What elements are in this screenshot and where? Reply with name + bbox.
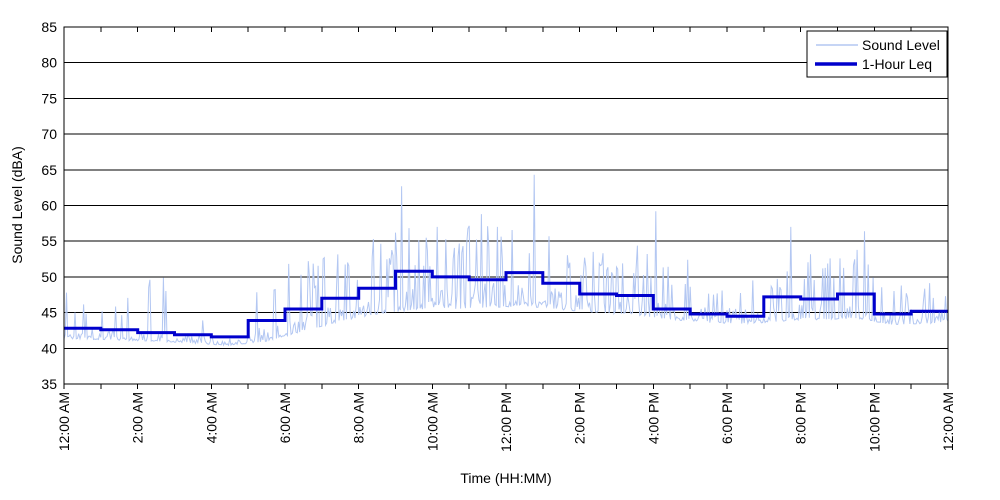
x-tick-label: 10:00 AM	[424, 392, 440, 451]
y-tick-label: 80	[41, 55, 57, 71]
leq-series	[64, 269, 948, 339]
x-tick-label: 10:00 PM	[866, 392, 882, 452]
x-tick-label: 4:00 PM	[645, 392, 661, 444]
axis-ticks	[63, 27, 949, 389]
x-tick-label: 4:00 AM	[203, 392, 219, 443]
x-tick-label: 2:00 AM	[130, 392, 146, 443]
x-tick-label: 8:00 PM	[793, 392, 809, 444]
legend-label-sound-level: Sound Level	[862, 37, 940, 53]
legend-label-leq: 1-Hour Leq	[862, 56, 932, 72]
sound-level-series	[63, 174, 949, 347]
x-tick-label: 12:00 PM	[498, 392, 514, 452]
y-tick-label: 35	[41, 376, 57, 392]
y-tick-label: 75	[41, 90, 57, 106]
x-tick-label: 12:00 AM	[56, 392, 72, 451]
y-tick-label: 50	[41, 269, 57, 285]
y-axis-title: Sound Level (dBA)	[9, 146, 25, 264]
x-tick-label: 12:00 AM	[940, 392, 956, 451]
y-tick-label: 45	[41, 305, 57, 321]
x-tick-label: 6:00 AM	[277, 392, 293, 443]
y-tick-label: 85	[41, 19, 57, 35]
y-tick-labels: 35 40 45 50 55 60 65 70 75 80 85	[41, 19, 57, 392]
x-tick-label: 6:00 PM	[719, 392, 735, 444]
leq-step-line	[64, 269, 948, 339]
legend: Sound Level 1-Hour Leq	[806, 30, 948, 78]
y-tick-label: 55	[41, 233, 57, 249]
y-tick-label: 40	[41, 340, 57, 356]
legend-box	[806, 30, 948, 78]
x-tick-labels: 12:00 AM 2:00 AM 4:00 AM 6:00 AM 8:00 AM 10:0…	[56, 392, 956, 452]
sound-level-line	[63, 174, 949, 347]
x-tick-label: 2:00 PM	[572, 392, 588, 444]
x-tick-label: 8:00 AM	[351, 392, 367, 443]
gridlines	[64, 62, 948, 349]
x-axis-title: Time (HH:MM)	[460, 470, 551, 486]
y-tick-label: 70	[41, 126, 57, 142]
y-tick-label: 65	[41, 162, 57, 178]
y-tick-label: 60	[41, 198, 57, 214]
